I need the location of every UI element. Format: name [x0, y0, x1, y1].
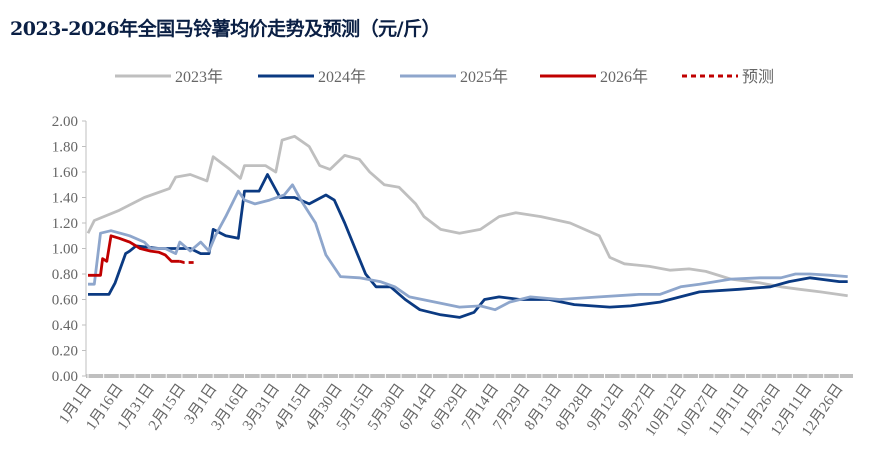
series-line-4	[179, 259, 195, 264]
series-line-3	[88, 234, 180, 277]
legend-label: 预测	[742, 68, 774, 86]
series-line-1	[88, 173, 848, 319]
y-tick-label: 1.80	[52, 140, 78, 156]
y-tick-label: 0.40	[52, 318, 78, 334]
y-tick-label: 1.00	[52, 242, 78, 258]
y-tick-label: 1.60	[52, 165, 78, 181]
y-tick-label: 0.60	[52, 293, 78, 309]
y-tick-label: 1.20	[52, 216, 78, 232]
series-line-0	[86, 134, 848, 298]
legend-label: 2025年	[460, 68, 508, 86]
legend-label: 2023年	[175, 68, 223, 86]
y-tick-label: 0.20	[52, 344, 78, 360]
legend-label: 2024年	[318, 68, 366, 86]
y-tick-label: 0.80	[52, 267, 78, 283]
y-tick-label: 1.40	[52, 191, 78, 207]
y-tick-label: 2.00	[52, 114, 78, 130]
legend-label: 2026年	[600, 68, 648, 86]
y-tick-label: 0.00	[52, 369, 78, 385]
series-line-2	[88, 183, 848, 312]
chart-title: 2023-2026年全国马铃薯均价走势及预测（元/斤）	[10, 18, 441, 40]
